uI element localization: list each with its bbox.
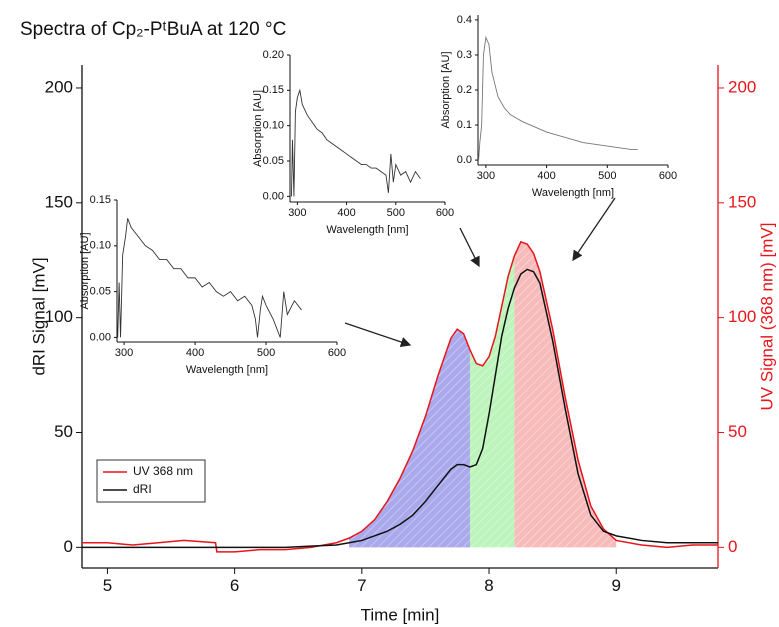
x-axis-label: Time [min] [361,605,440,624]
x-tick-label: 500 [387,207,405,219]
x-tick-label: 8 [484,576,493,595]
series-line [82,268,718,549]
x-tick-label: 500 [598,170,616,182]
y-tick-label: 0.00 [263,190,284,202]
series-line [478,35,638,161]
x-tick-label: 9 [612,576,621,595]
x-tick-label: 500 [257,347,275,359]
x-tick-label: 400 [186,347,204,359]
x-tick-label: 400 [537,170,555,182]
x-tick-label: 300 [115,347,133,359]
region-hatch [514,241,617,548]
legend-label: UV 368 nm [133,464,193,478]
x-tick-label: 300 [288,207,306,219]
y2-tick-label: 200 [728,77,756,96]
y-tick-label: 0.10 [263,120,284,132]
x-tick-label: 600 [436,207,454,219]
y-tick-label: 0.15 [90,194,111,206]
region-hatch [469,255,515,548]
y-tick-label: 0.20 [263,49,284,61]
y2-tick-label: 100 [728,307,756,326]
y-axis-label: Absorption [AU] [440,51,452,128]
legend-label: dRI [133,482,152,496]
y-tick-label: 150 [45,192,73,211]
x-axis-label: Wavelength [nm] [326,224,408,236]
y-tick-label: 0.15 [263,84,284,96]
x-tick-label: 400 [337,207,355,219]
y-tick-label: 0.10 [90,240,111,252]
x-axis-label: Wavelength [nm] [186,364,268,376]
y-tick-label: 0.4 [457,14,472,26]
y2-tick-label: 0 [728,537,737,556]
arrow [572,197,616,262]
x-tick-label: 7 [357,576,366,595]
y-tick-label: 0.1 [457,119,472,131]
y-tick-label: 100 [45,307,73,326]
y2-axis-label: UV Signal (368 nm) [mV] [757,222,776,410]
y-axis-label: Absorption [AU] [252,90,264,167]
y-tick-label: 0.0 [457,154,472,166]
x-tick-label: 600 [328,347,346,359]
y-tick-label: 0.00 [90,331,111,343]
y-tick-label: 200 [45,77,73,96]
y-tick-label: 50 [54,422,73,441]
series-line [117,218,302,338]
x-tick-label: 300 [477,170,495,182]
y-axis-label: Absorption [AU] [79,232,91,309]
y2-tick-label: 150 [728,192,756,211]
y-axis-label: dRI Signal [mV] [29,257,48,375]
chart-title: Spectra of Cp₂-PᵗBuA at 120 °C [20,19,286,40]
legend-box [96,459,206,503]
x-tick-label: 5 [103,576,112,595]
y-tick-label: 0.2 [457,84,472,96]
x-axis-label: Wavelength [nm] [532,187,614,199]
arrow [344,322,412,348]
arrow [459,227,480,268]
region-hatch [349,329,470,548]
y2-tick-label: 50 [728,422,747,441]
x-tick-label: 6 [230,576,239,595]
x-tick-label: 600 [659,170,677,182]
y-tick-label: 0 [64,537,73,556]
y-tick-label: 0.05 [90,286,111,298]
series-line [291,88,421,197]
y-tick-label: 0.3 [457,49,472,61]
y-tick-label: 0.05 [263,155,284,167]
series-line [82,240,718,553]
